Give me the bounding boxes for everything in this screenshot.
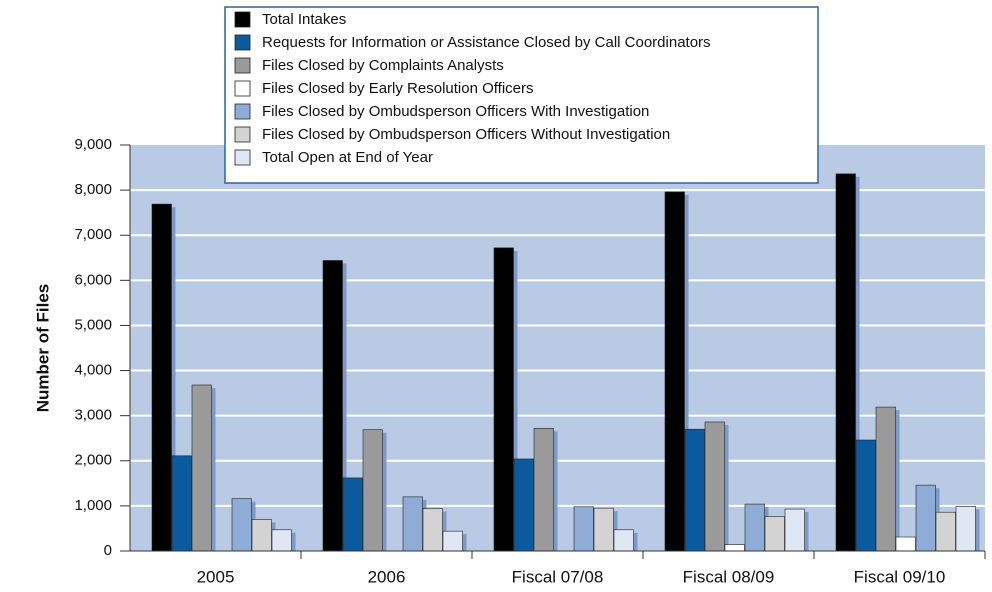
- x-tick-label: 2006: [368, 567, 406, 586]
- y-tick-label: 7,000: [74, 226, 112, 243]
- bar: [684, 428, 705, 552]
- legend-label: Total Open at End of Year: [262, 149, 433, 166]
- y-tick-label: 0: [104, 542, 112, 559]
- bar: [895, 536, 916, 552]
- bar: [322, 260, 343, 552]
- legend-box: [224, 6, 819, 184]
- bar: [191, 384, 212, 552]
- bar: [573, 506, 594, 552]
- bar: [704, 421, 725, 552]
- legend-swatch: [234, 126, 251, 143]
- bar: [493, 247, 514, 552]
- legend-label: Files Closed by Ombudsperson Officers Wi…: [262, 103, 649, 120]
- bar: [442, 530, 463, 552]
- bar: [362, 429, 383, 552]
- legend: Total Intakes Requests for Information or…: [224, 6, 819, 184]
- legend-swatch: [234, 103, 251, 120]
- bar: [422, 508, 443, 552]
- y-tick-label: 5,000: [74, 316, 112, 333]
- legend-swatch: [234, 11, 251, 28]
- y-tick-label: 3,000: [74, 407, 112, 424]
- bars: [151, 173, 980, 552]
- bar: [664, 191, 685, 552]
- legend-label: Files Closed by Early Resolution Officer…: [262, 80, 534, 97]
- bar: [533, 427, 554, 552]
- x-tick-label: Fiscal 07/08: [512, 567, 604, 586]
- y-axis-label: Number of Files: [33, 284, 52, 412]
- legend-swatch: [234, 34, 251, 51]
- legend-label: Requests for Information or Assistance C…: [262, 34, 711, 51]
- bar: [271, 529, 292, 552]
- bar: [402, 496, 423, 552]
- axes: 0 1,000 2,000 3,000 4,000 5,000 6,000 7,000 8,00…: [74, 136, 986, 586]
- legend-label: Files Closed by Ombudsperson Officers Wi…: [262, 126, 670, 143]
- x-tick-label: Fiscal 08/09: [683, 567, 775, 586]
- bar: [875, 406, 896, 552]
- y-tick-label: 8,000: [74, 181, 112, 198]
- y-tick-label: 1,000: [74, 497, 112, 514]
- y-tick-label: 9,000: [74, 136, 112, 153]
- bar: [784, 508, 805, 552]
- bar: [835, 173, 856, 552]
- bar: [764, 516, 785, 552]
- bar: [613, 529, 634, 552]
- bar: [251, 519, 272, 552]
- y-tick-label: 6,000: [74, 271, 112, 288]
- bar: [935, 511, 956, 552]
- legend-label: Files Closed by Complaints Analysts: [262, 57, 504, 74]
- y-tick-label: 2,000: [74, 452, 112, 469]
- bar: [955, 506, 976, 552]
- bar: [151, 203, 172, 552]
- bar: [231, 498, 252, 552]
- bar: [724, 544, 745, 552]
- bar: [855, 439, 876, 552]
- x-tick-label: Fiscal 09/10: [854, 567, 946, 586]
- legend-swatch: [234, 149, 251, 166]
- bar: [744, 503, 765, 552]
- legend-label: Total Intakes: [262, 11, 346, 28]
- bar: [593, 507, 614, 552]
- x-tick-label: 2005: [197, 567, 235, 586]
- y-tick-label: 4,000: [74, 362, 112, 379]
- bar: [513, 458, 534, 552]
- legend-swatch: [234, 80, 251, 97]
- bar: [915, 484, 936, 552]
- legend-swatch: [234, 57, 251, 74]
- bar: [342, 477, 363, 552]
- bar: [171, 455, 192, 552]
